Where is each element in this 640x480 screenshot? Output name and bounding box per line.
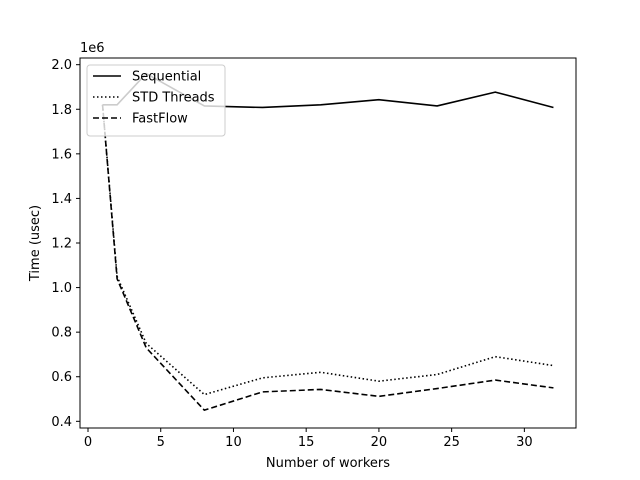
y-tick-label: 1.6 xyxy=(51,147,72,162)
y-tick-label: 1.8 xyxy=(51,103,72,118)
y-tick-label: 1.0 xyxy=(51,281,72,296)
legend: Sequential STD Threads FastFlow xyxy=(86,64,226,137)
series-line-fastflow xyxy=(101,104,554,411)
legend-label: STD Threads xyxy=(132,91,215,106)
x-tick-label: 30 xyxy=(516,435,533,450)
x-tick-label: 15 xyxy=(298,435,315,450)
series-line-std-threads xyxy=(101,104,554,396)
y-tick-label: 2.0 xyxy=(51,58,72,73)
x-ticks: 0 5 10 15 20 25 30 xyxy=(84,428,533,450)
x-tick-label: 25 xyxy=(443,435,460,450)
x-tick-label: 5 xyxy=(157,435,165,450)
y-tick-label: 0.4 xyxy=(51,415,72,430)
x-tick-label: 10 xyxy=(225,435,242,450)
y-tick-label: 1.2 xyxy=(51,237,72,252)
x-tick-label: 20 xyxy=(371,435,388,450)
legend-box xyxy=(86,64,226,137)
y-tick-label: 1.4 xyxy=(51,192,72,207)
legend-label: FastFlow xyxy=(132,112,188,127)
y-tick-label: 0.6 xyxy=(51,370,72,385)
y-tick-label: 0.8 xyxy=(51,326,72,341)
y-axis-title: Time (usec) xyxy=(28,205,43,282)
x-axis-title: Number of workers xyxy=(266,456,390,471)
y-ticks: 0.4 0.6 0.8 1.0 1.2 1.4 1.6 1.8 2.0 xyxy=(51,58,80,430)
y-offset-label: 1e6 xyxy=(80,41,105,56)
legend-label: Sequential xyxy=(132,70,201,85)
x-tick-label: 0 xyxy=(84,435,92,450)
